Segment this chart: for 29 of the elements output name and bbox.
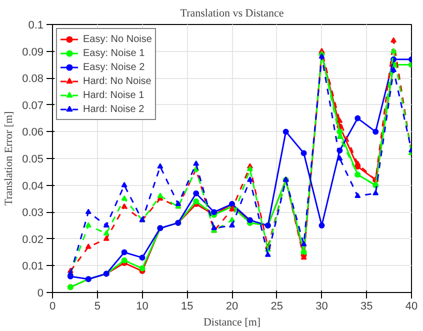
x-tick-label: 40 xyxy=(405,300,418,312)
y-tick-label: 0.01 xyxy=(22,260,44,273)
x-tick-label: 35 xyxy=(360,300,373,312)
legend-label: Easy: Noise 1 xyxy=(83,47,145,59)
legend-label: Hard: No Noise xyxy=(83,75,152,87)
legend-label: Easy: No Noise xyxy=(83,33,152,45)
y-tick-label: 0.09 xyxy=(22,46,44,58)
y-tick-label: 0.02 xyxy=(22,234,44,246)
y-tick-label: 0.08 xyxy=(22,73,44,86)
legend-label: Hard: Noise 1 xyxy=(83,89,144,101)
x-tick-label: 20 xyxy=(226,300,238,312)
x-tick-label: 0 xyxy=(49,300,56,312)
x-tick-label: 30 xyxy=(316,300,328,312)
y-axis-title: Translation Error [m] xyxy=(3,111,16,206)
y-tick-label: 0.05 xyxy=(22,154,44,166)
y-tick-label: 0 xyxy=(37,288,44,300)
legend-label: Easy: Noise 2 xyxy=(83,61,145,73)
x-tick-label: 15 xyxy=(181,300,194,312)
x-axis-title: Distance [m] xyxy=(203,316,261,328)
y-tick-label: 0.1 xyxy=(28,20,44,32)
y-tick-label: 0.06 xyxy=(22,126,44,139)
chart-title: Translation vs Distance xyxy=(180,8,284,20)
legend-label: Hard: Noise 2 xyxy=(83,103,144,115)
x-tick-label: 10 xyxy=(136,300,148,312)
y-tick-label: 0.04 xyxy=(22,180,44,192)
y-tick-label: 0.07 xyxy=(22,100,44,112)
x-tick-label: 5 xyxy=(94,300,100,312)
x-tick-label: 25 xyxy=(270,300,284,312)
y-tick-label: 0.03 xyxy=(22,207,44,220)
